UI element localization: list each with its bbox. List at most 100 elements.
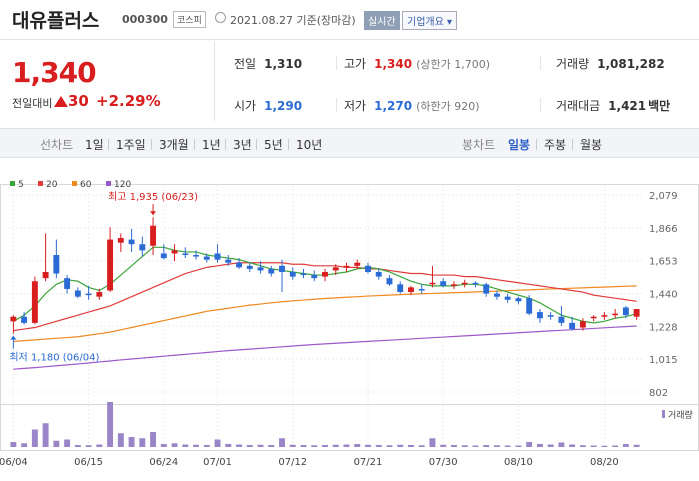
tab-divider <box>225 139 226 150</box>
tab-5year[interactable]: 5년 <box>264 138 283 152</box>
legend-swatch <box>10 181 15 186</box>
candle-body <box>74 290 81 297</box>
volume-bar <box>622 444 629 447</box>
candle-body <box>42 271 49 279</box>
company-overview-dropdown[interactable]: 기업개요 ▾ <box>402 11 458 30</box>
volume-bar <box>633 444 640 447</box>
candle-body <box>257 267 264 271</box>
volume-bar <box>515 445 522 447</box>
volume-bar <box>450 445 457 447</box>
volume-bar <box>440 444 447 447</box>
stat-label: 저가 <box>344 99 367 113</box>
volume-bar <box>569 444 576 447</box>
tab-monthly-candle[interactable]: 월봉 <box>580 138 603 152</box>
volume-bar <box>322 445 328 447</box>
stat-trade-value: 거래대금 1,421 백만 <box>556 97 670 114</box>
candlestick-chart[interactable]: 2,079 1,866 1,653 1,440 1,228 1,015 802 06/04 06… <box>0 170 699 477</box>
tab-divider <box>288 139 289 150</box>
tab-1day[interactable]: 1일 <box>85 138 104 152</box>
candle-body <box>601 315 608 317</box>
chart-svg[interactable]: 2,079 1,866 1,653 1,440 1,228 1,015 802 06/04 06… <box>0 170 699 477</box>
tab-1year[interactable]: 1년 <box>202 138 221 152</box>
candle-body <box>418 288 425 291</box>
stat-label: 거래대금 <box>556 99 601 113</box>
volume-bar <box>397 444 404 447</box>
tab-divider <box>256 139 257 150</box>
candle-body <box>85 293 92 296</box>
volume-bar <box>42 423 49 447</box>
candle-body <box>96 292 103 297</box>
candle-body <box>365 265 371 272</box>
stock-header: 대유플러스 000300 코스피 2021.08.27 기준(장마감) 실시간 … <box>0 0 699 40</box>
candle-body <box>590 316 597 319</box>
volume-bar <box>31 429 38 447</box>
volume-bar <box>257 444 264 447</box>
tab-1week[interactable]: 1주일 <box>116 138 146 152</box>
candle-body <box>311 275 318 279</box>
candle-body <box>375 271 382 277</box>
realtime-button[interactable]: 실시간 <box>364 11 400 30</box>
candle-body <box>440 281 447 286</box>
tab-10year[interactable]: 10년 <box>296 138 323 152</box>
tab-daily-candle[interactable]: 일봉 <box>508 138 531 152</box>
divider <box>540 98 541 112</box>
volume-bar <box>590 445 597 447</box>
tab-divider <box>536 139 537 150</box>
volume-bar <box>85 445 92 447</box>
candle-body <box>526 298 533 314</box>
tab-divider <box>108 139 109 150</box>
volume-bar <box>461 445 468 447</box>
candle-body <box>536 312 543 319</box>
candle-body <box>504 296 511 300</box>
x-tick-label: 08/20 <box>590 457 619 468</box>
stat-volume: 거래량 1,081,282 <box>556 55 665 72</box>
lower-limit: (하한가 920) <box>416 100 480 113</box>
candle-body <box>354 262 361 266</box>
candle-body <box>450 284 457 286</box>
x-tick-label: 07/12 <box>278 457 307 468</box>
volume-bar <box>107 402 114 447</box>
volume-bar <box>311 445 318 447</box>
volume-bar <box>171 443 178 447</box>
y-tick-label: 1,653 <box>649 257 678 268</box>
candle-body <box>139 244 146 251</box>
stat-value: 1,421 <box>608 99 647 113</box>
legend-label: 120 <box>114 180 131 190</box>
volume-bar <box>279 438 285 447</box>
volume-bar <box>375 445 382 447</box>
volume-bar <box>139 438 146 447</box>
candle-body <box>10 316 17 322</box>
low-annotation: 최저 1,180 (06/04) <box>9 352 99 364</box>
volume-bar <box>332 444 339 447</box>
divider <box>336 98 337 112</box>
candle-body <box>150 225 157 246</box>
volume-bar <box>472 445 479 447</box>
tab-3year[interactable]: 3년 <box>233 138 252 152</box>
stat-value: 1,310 <box>264 57 303 71</box>
candle-body <box>322 271 328 277</box>
legend-swatch <box>38 181 43 186</box>
legend-label: 20 <box>46 180 58 190</box>
change-percent: +2.29% <box>96 92 161 110</box>
volume-bar <box>343 444 350 447</box>
volume-bar <box>504 445 511 447</box>
candle-body <box>225 259 232 263</box>
candle-body <box>472 282 479 285</box>
volume-bar <box>10 442 17 447</box>
volume-bar <box>601 445 608 447</box>
volume-pane-frame <box>0 404 699 451</box>
price-pane-frame <box>0 184 699 405</box>
tab-weekly-candle[interactable]: 주봉 <box>544 138 567 152</box>
volume-bar <box>117 433 124 447</box>
volume-bar <box>214 439 221 447</box>
stat-unit: 백만 <box>648 99 671 113</box>
candle-body <box>612 313 619 316</box>
candle-body <box>300 273 307 276</box>
stat-value: 1,340 <box>374 57 413 71</box>
volume-bar <box>547 444 554 447</box>
volume-bar <box>289 444 296 447</box>
volume-bar <box>225 444 232 447</box>
tab-3month[interactable]: 3개월 <box>159 138 189 152</box>
volume-bar <box>268 445 275 447</box>
divider <box>336 56 337 70</box>
